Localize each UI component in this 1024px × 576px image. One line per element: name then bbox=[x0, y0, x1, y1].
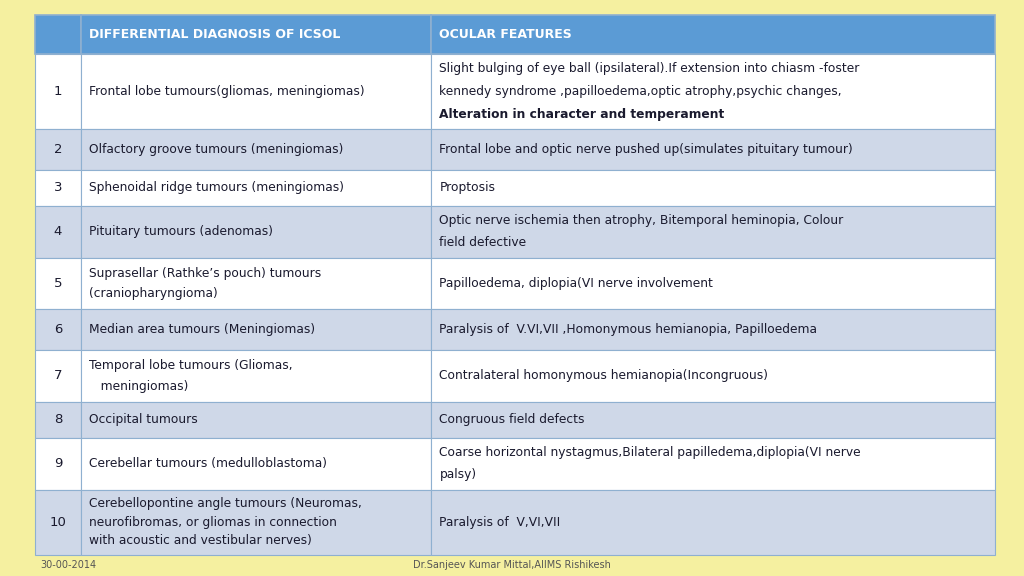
Text: 4: 4 bbox=[54, 225, 62, 238]
Bar bbox=[431, 490, 995, 555]
Bar bbox=[35, 309, 81, 350]
Bar bbox=[431, 309, 995, 350]
Text: 1: 1 bbox=[54, 85, 62, 98]
Bar bbox=[431, 206, 995, 257]
Bar bbox=[431, 15, 995, 54]
Bar bbox=[35, 54, 81, 129]
Bar bbox=[81, 170, 431, 206]
Text: 8: 8 bbox=[54, 413, 62, 426]
Bar bbox=[35, 170, 81, 206]
Text: 10: 10 bbox=[49, 516, 67, 529]
Text: Pituitary tumours (adenomas): Pituitary tumours (adenomas) bbox=[89, 225, 273, 238]
Bar bbox=[431, 170, 995, 206]
Bar bbox=[35, 15, 81, 54]
Text: Cerebellopontine angle tumours (Neuromas,: Cerebellopontine angle tumours (Neuromas… bbox=[89, 497, 361, 510]
Text: Paralysis of  V,VI,VII: Paralysis of V,VI,VII bbox=[439, 516, 561, 529]
Text: neurofibromas, or gliomas in connection: neurofibromas, or gliomas in connection bbox=[89, 516, 337, 529]
Text: Frontal lobe tumours(gliomas, meningiomas): Frontal lobe tumours(gliomas, meningioma… bbox=[89, 85, 365, 98]
Text: 3: 3 bbox=[54, 181, 62, 194]
Text: Proptosis: Proptosis bbox=[439, 181, 496, 194]
Text: 5: 5 bbox=[54, 277, 62, 290]
Bar bbox=[431, 438, 995, 490]
Bar bbox=[35, 401, 81, 438]
Text: Alteration in character and temperament: Alteration in character and temperament bbox=[439, 108, 725, 121]
Bar bbox=[81, 129, 431, 170]
Text: with acoustic and vestibular nerves): with acoustic and vestibular nerves) bbox=[89, 535, 312, 547]
Text: OCULAR FEATURES: OCULAR FEATURES bbox=[439, 28, 572, 41]
Text: Sphenoidal ridge tumours (meningiomas): Sphenoidal ridge tumours (meningiomas) bbox=[89, 181, 344, 194]
Text: Coarse horizontal nystagmus,Bilateral papilledema,diplopia(VI nerve: Coarse horizontal nystagmus,Bilateral pa… bbox=[439, 446, 861, 459]
Text: Cerebellar tumours (medulloblastoma): Cerebellar tumours (medulloblastoma) bbox=[89, 457, 327, 470]
Bar bbox=[35, 438, 81, 490]
Text: Papilloedema, diplopia(VI nerve involvement: Papilloedema, diplopia(VI nerve involvem… bbox=[439, 277, 714, 290]
Bar bbox=[81, 54, 431, 129]
Bar bbox=[81, 490, 431, 555]
Bar bbox=[81, 401, 431, 438]
Text: Olfactory groove tumours (meningiomas): Olfactory groove tumours (meningiomas) bbox=[89, 143, 343, 156]
Bar bbox=[81, 438, 431, 490]
Text: Paralysis of  V.VI,VII ,Homonymous hemianopia, Papilloedema: Paralysis of V.VI,VII ,Homonymous hemian… bbox=[439, 323, 817, 336]
Text: Occipital tumours: Occipital tumours bbox=[89, 413, 198, 426]
Text: Optic nerve ischemia then atrophy, Bitemporal heminopia, Colour: Optic nerve ischemia then atrophy, Bitem… bbox=[439, 214, 844, 227]
Bar bbox=[35, 206, 81, 257]
Text: 2: 2 bbox=[54, 143, 62, 156]
Text: Dr.Sanjeev Kumar Mittal,AIIMS Rishikesh: Dr.Sanjeev Kumar Mittal,AIIMS Rishikesh bbox=[413, 560, 611, 570]
Bar bbox=[81, 257, 431, 309]
Text: field defective: field defective bbox=[439, 236, 526, 249]
Bar bbox=[81, 309, 431, 350]
Text: Frontal lobe and optic nerve pushed up(simulates pituitary tumour): Frontal lobe and optic nerve pushed up(s… bbox=[439, 143, 853, 156]
Text: Congruous field defects: Congruous field defects bbox=[439, 413, 585, 426]
Bar bbox=[431, 257, 995, 309]
Bar bbox=[81, 15, 431, 54]
Text: Median area tumours (Meningiomas): Median area tumours (Meningiomas) bbox=[89, 323, 315, 336]
Bar bbox=[35, 129, 81, 170]
Text: 7: 7 bbox=[54, 369, 62, 382]
Text: Temporal lobe tumours (Gliomas,: Temporal lobe tumours (Gliomas, bbox=[89, 359, 293, 372]
Text: Slight bulging of eye ball (ipsilateral).If extension into chiasm -foster: Slight bulging of eye ball (ipsilateral)… bbox=[439, 62, 860, 75]
Text: (craniopharyngioma): (craniopharyngioma) bbox=[89, 287, 218, 300]
Text: meningiomas): meningiomas) bbox=[89, 380, 188, 393]
Bar bbox=[35, 490, 81, 555]
Text: Suprasellar (Rathke’s pouch) tumours: Suprasellar (Rathke’s pouch) tumours bbox=[89, 267, 322, 279]
Bar bbox=[35, 350, 81, 401]
Text: 30-00-2014: 30-00-2014 bbox=[40, 560, 96, 570]
Bar bbox=[35, 257, 81, 309]
Text: palsy): palsy) bbox=[439, 468, 476, 482]
Bar bbox=[431, 54, 995, 129]
Text: 9: 9 bbox=[54, 457, 62, 470]
Text: 6: 6 bbox=[54, 323, 62, 336]
Bar bbox=[81, 350, 431, 401]
Bar bbox=[431, 401, 995, 438]
Bar bbox=[431, 350, 995, 401]
Text: Contralateral homonymous hemianopia(Incongruous): Contralateral homonymous hemianopia(Inco… bbox=[439, 369, 768, 382]
Text: kennedy syndrome ,papilloedema,optic atrophy,psychic changes,: kennedy syndrome ,papilloedema,optic atr… bbox=[439, 85, 842, 98]
Bar bbox=[431, 129, 995, 170]
Bar bbox=[81, 206, 431, 257]
Text: DIFFERENTIAL DIAGNOSIS OF ICSOL: DIFFERENTIAL DIAGNOSIS OF ICSOL bbox=[89, 28, 340, 41]
